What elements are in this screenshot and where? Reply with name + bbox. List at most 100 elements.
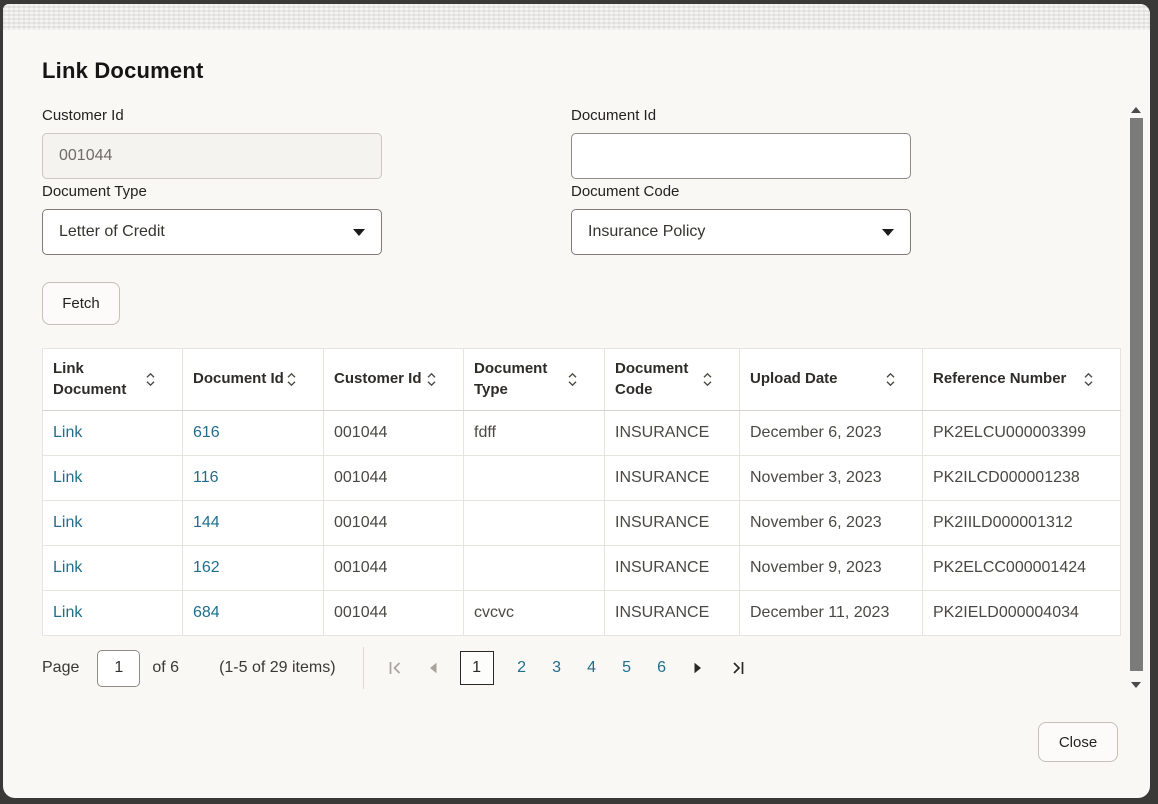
- table-row: Link 616 001044 fdff INSURANCE December 6, 20…: [42, 410, 1121, 456]
- document-id-link[interactable]: 144: [193, 514, 220, 531]
- document-code-selected-value: Insurance Policy: [588, 223, 706, 240]
- column-header-document-type[interactable]: Document Type: [463, 348, 605, 411]
- document-id-cell[interactable]: 616: [182, 410, 324, 456]
- last-page-icon[interactable]: [729, 659, 747, 677]
- document-type-cell: [463, 455, 605, 501]
- link-document-cell[interactable]: Link: [42, 455, 183, 501]
- document-code-cell: INSURANCE: [604, 590, 740, 636]
- table-header-row: Link Document Document Id Customer Id Docum…: [42, 348, 1121, 411]
- customer-id-cell: 001044: [323, 455, 464, 501]
- sort-icon[interactable]: [426, 371, 437, 388]
- vertical-scrollbar: [1129, 107, 1143, 704]
- sort-icon[interactable]: [702, 371, 713, 388]
- items-summary: (1-5 of 29 items): [219, 659, 336, 676]
- page-link-5[interactable]: 5: [622, 659, 631, 676]
- link-document-cell[interactable]: Link: [42, 500, 183, 546]
- document-code-select[interactable]: Insurance Policy: [571, 209, 911, 255]
- column-label: Document Code: [615, 360, 689, 398]
- dialog-title: Link Document: [42, 58, 204, 83]
- previous-page-icon[interactable]: [428, 662, 438, 674]
- link-document-cell[interactable]: Link: [42, 590, 183, 636]
- document-id-link[interactable]: 162: [193, 559, 220, 576]
- link-action[interactable]: Link: [53, 559, 83, 576]
- document-code-cell: INSURANCE: [604, 455, 740, 501]
- pagination-divider: [362, 647, 364, 689]
- close-button[interactable]: Close: [1038, 722, 1118, 762]
- document-code-cell: INSURANCE: [604, 410, 740, 456]
- sort-icon[interactable]: [1083, 371, 1094, 388]
- scrollbar-thumb[interactable]: [1129, 118, 1143, 671]
- column-label: Document Id: [193, 370, 284, 388]
- document-code-cell: INSURANCE: [604, 545, 740, 591]
- column-header-document-id[interactable]: Document Id: [182, 348, 324, 411]
- column-header-link-document[interactable]: Link Document: [42, 348, 183, 411]
- scroll-up-icon[interactable]: [1131, 107, 1141, 113]
- link-document-cell[interactable]: Link: [42, 545, 183, 591]
- document-type-label: Document Type: [42, 183, 147, 200]
- document-type-cell: cvcvc: [463, 590, 605, 636]
- reference-number-cell: PK2ILCD000001238: [922, 455, 1121, 501]
- document-code-label: Document Code: [571, 183, 680, 200]
- customer-id-label: Customer Id: [42, 107, 124, 124]
- upload-date-cell: December 11, 2023: [739, 590, 923, 636]
- link-action[interactable]: Link: [53, 514, 83, 531]
- fetch-button[interactable]: Fetch: [42, 282, 120, 325]
- column-header-document-code[interactable]: Document Code: [604, 348, 740, 411]
- document-id-cell[interactable]: 116: [182, 455, 324, 501]
- reference-number-cell: PK2ELCU000003399: [922, 410, 1121, 456]
- page-label: Page: [42, 659, 80, 676]
- document-id-label: Document Id: [571, 107, 657, 124]
- reference-number-cell: PK2IILD000001312: [922, 500, 1121, 546]
- sort-icon[interactable]: [885, 371, 896, 388]
- customer-id-cell: 001044: [323, 410, 464, 456]
- customer-id-cell: 001044: [323, 545, 464, 591]
- scroll-down-icon[interactable]: [1131, 682, 1141, 688]
- upload-date-cell: November 6, 2023: [739, 500, 923, 546]
- document-id-field[interactable]: [571, 133, 911, 179]
- document-id-cell[interactable]: 144: [182, 500, 324, 546]
- page-link-3[interactable]: 3: [552, 659, 561, 676]
- link-action[interactable]: Link: [53, 424, 83, 441]
- page-link-2[interactable]: 2: [517, 659, 526, 676]
- document-type-select[interactable]: Letter of Credit: [42, 209, 382, 255]
- page-number-input[interactable]: [97, 649, 141, 687]
- customer-id-field[interactable]: [42, 133, 382, 179]
- chevron-down-icon: [353, 228, 365, 236]
- column-header-customer-id[interactable]: Customer Id: [323, 348, 464, 411]
- document-id-link[interactable]: 684: [193, 604, 220, 621]
- column-label: Document Type: [474, 360, 548, 398]
- link-document-cell[interactable]: Link: [42, 410, 183, 456]
- link-document-dialog: Link Document Customer Id Document Id Do…: [3, 4, 1150, 798]
- sort-icon[interactable]: [567, 371, 578, 388]
- dialog-top-texture-strip: [3, 4, 1150, 30]
- page-navigation: 1 2 3 4 5 6: [386, 651, 747, 685]
- column-label: Link Document: [53, 360, 127, 398]
- customer-id-cell: 001044: [323, 500, 464, 546]
- document-type-cell: [463, 500, 605, 546]
- link-action[interactable]: Link: [53, 469, 83, 486]
- sort-icon[interactable]: [286, 371, 297, 388]
- document-code-cell: INSURANCE: [604, 500, 740, 546]
- document-id-link[interactable]: 116: [193, 469, 219, 486]
- column-header-upload-date[interactable]: Upload Date: [739, 348, 923, 411]
- page-link-4[interactable]: 4: [587, 659, 596, 676]
- document-type-selected-value: Letter of Credit: [59, 223, 165, 240]
- sort-icon[interactable]: [145, 371, 156, 388]
- upload-date-cell: December 6, 2023: [739, 410, 923, 456]
- document-id-cell[interactable]: 162: [182, 545, 324, 591]
- reference-number-cell: PK2IELD000004034: [922, 590, 1121, 636]
- link-action[interactable]: Link: [53, 604, 83, 621]
- current-page-indicator[interactable]: 1: [459, 651, 494, 685]
- table-body: Link 616 001044 fdff INSURANCE December 6, 20…: [42, 410, 1121, 636]
- document-type-cell: fdff: [463, 410, 605, 456]
- column-header-reference-number[interactable]: Reference Number: [922, 348, 1121, 411]
- next-page-icon[interactable]: [693, 662, 703, 674]
- document-id-cell[interactable]: 684: [182, 590, 324, 636]
- document-id-link[interactable]: 616: [193, 424, 220, 441]
- table-row: Link 116 001044 INSURANCE November 3, 2023 PK…: [42, 455, 1121, 501]
- document-type-cell: [463, 545, 605, 591]
- page-number-list: 1 2 3 4 5 6: [438, 651, 669, 685]
- page-link-6[interactable]: 6: [657, 659, 666, 676]
- column-label: Reference Number: [933, 370, 1067, 388]
- first-page-icon[interactable]: [386, 659, 404, 677]
